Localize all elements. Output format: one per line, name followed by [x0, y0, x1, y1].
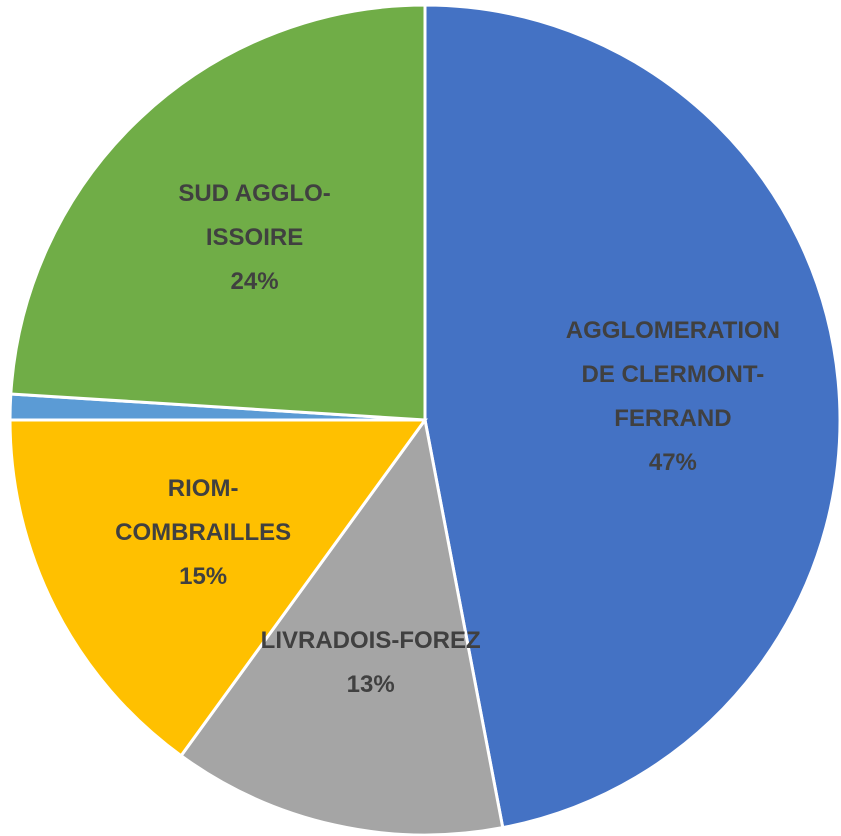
- slice-label: RIOM- COMBRAILLES 15%: [115, 467, 291, 599]
- value-label: 15%: [179, 563, 228, 591]
- pie-slice: [8, 418, 428, 758]
- slice-label: LIVRADOIS-FOREZ 13%: [261, 619, 481, 707]
- value-label: 13%: [346, 671, 395, 698]
- category-label: AGGLOMERATION DE CLERMONT- FERRAND: [565, 316, 780, 432]
- category-label: RIOM- COMBRAILLES: [115, 475, 292, 547]
- pie-slice: [178, 416, 505, 836]
- value-label: 24%: [230, 268, 279, 296]
- pie-slice: [9, 3, 427, 422]
- category-label: SUD AGGLO- ISSOIRE: [178, 180, 331, 252]
- category-label: LIVRADOIS-FOREZ: [260, 627, 481, 654]
- value-label: 47%: [648, 448, 697, 476]
- slice-label: SUD AGGLO- ISSOIRE 24%: [178, 172, 330, 304]
- slice-label: AGGLOMERATION DE CLERMONT- FERRAND 47%: [566, 309, 780, 485]
- pie-slice: [423, 3, 841, 830]
